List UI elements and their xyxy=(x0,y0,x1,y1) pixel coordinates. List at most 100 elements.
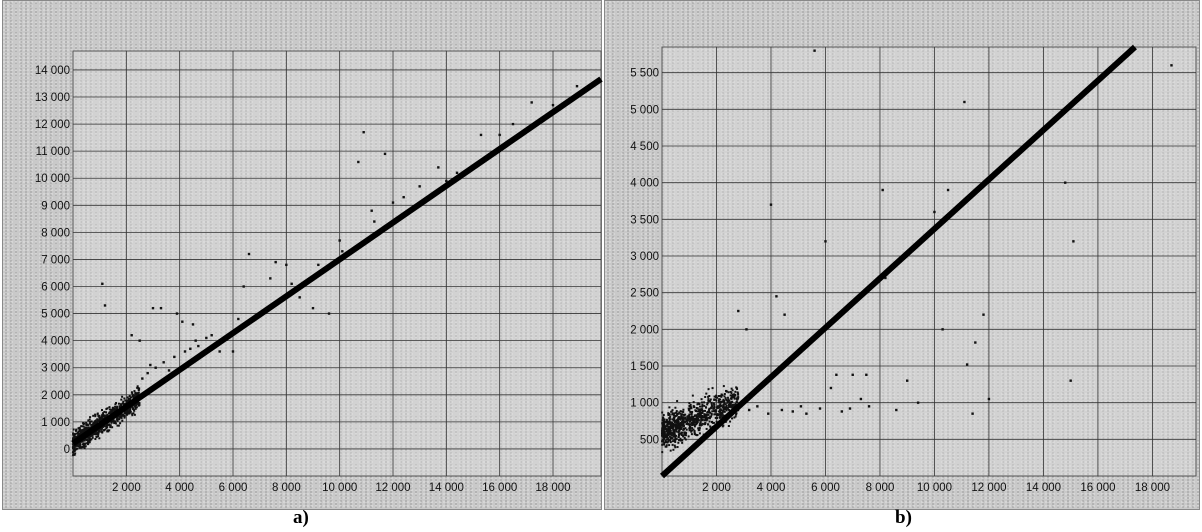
data-point xyxy=(718,413,721,416)
data-point xyxy=(675,434,678,437)
data-point xyxy=(90,433,93,436)
data-point xyxy=(73,448,76,451)
data-point xyxy=(703,419,706,422)
data-point xyxy=(113,422,116,425)
data-point xyxy=(106,407,109,410)
data-point xyxy=(667,413,670,416)
data-point xyxy=(116,424,119,427)
x-tick-label: 2 000 xyxy=(702,482,731,494)
data-point xyxy=(79,446,82,449)
data-point xyxy=(783,313,786,316)
data-point xyxy=(189,347,192,350)
data-point xyxy=(735,412,738,415)
data-point xyxy=(72,450,75,453)
data-point xyxy=(338,239,341,242)
data-point xyxy=(81,443,84,446)
data-point xyxy=(131,414,134,417)
data-point xyxy=(159,306,163,310)
data-point xyxy=(123,397,126,400)
y-tick-label: 5 000 xyxy=(630,104,659,116)
data-point xyxy=(717,399,720,402)
data-point xyxy=(661,421,664,424)
data-point xyxy=(96,413,99,416)
data-point xyxy=(686,421,689,424)
data-point xyxy=(183,350,187,353)
data-point xyxy=(715,399,718,402)
data-point xyxy=(731,417,734,420)
data-point xyxy=(727,425,730,428)
data-point xyxy=(685,418,688,421)
data-point xyxy=(701,405,704,408)
data-point xyxy=(722,404,725,407)
data-point xyxy=(101,282,104,286)
data-point xyxy=(708,420,711,423)
data-point xyxy=(698,427,701,430)
data-point xyxy=(704,422,707,425)
data-point xyxy=(695,420,698,423)
data-point xyxy=(134,403,137,406)
data-point xyxy=(680,426,683,429)
data-point xyxy=(82,429,85,432)
data-point xyxy=(108,411,111,414)
data-point xyxy=(383,152,387,156)
data-point xyxy=(720,411,723,414)
x-tick-label: 14 000 xyxy=(1026,482,1061,494)
data-point xyxy=(727,399,730,402)
data-point xyxy=(77,427,80,430)
data-point xyxy=(129,397,132,400)
y-tick-label: 2 500 xyxy=(630,288,659,300)
data-point xyxy=(721,406,724,409)
data-point xyxy=(661,431,664,434)
data-point xyxy=(108,408,111,411)
data-point xyxy=(95,436,98,439)
data-point xyxy=(437,166,440,169)
data-point xyxy=(884,276,887,280)
data-point xyxy=(692,416,695,419)
data-point xyxy=(118,414,121,417)
data-point xyxy=(710,402,713,405)
data-point xyxy=(115,401,118,404)
data-point xyxy=(717,395,720,398)
chart-panel-a: 2 000 4 000 6 000 8 000 10 000 12 000 14 000 16… xyxy=(2,0,603,510)
data-point xyxy=(129,410,132,413)
data-point xyxy=(669,437,672,440)
data-point xyxy=(712,410,715,413)
data-point xyxy=(696,403,699,406)
data-point xyxy=(719,408,722,411)
data-point xyxy=(668,432,671,435)
data-point xyxy=(1072,240,1075,243)
data-point xyxy=(137,388,140,391)
data-point xyxy=(694,421,697,424)
data-point xyxy=(672,414,675,417)
data-point xyxy=(102,412,105,415)
y-tick-label: 10 000 xyxy=(35,173,70,185)
data-point xyxy=(76,444,79,447)
data-point xyxy=(119,416,122,419)
data-point xyxy=(290,282,293,286)
data-point xyxy=(357,160,360,164)
data-point xyxy=(677,436,680,439)
data-point xyxy=(848,407,852,410)
data-point xyxy=(694,410,697,413)
data-point xyxy=(693,415,696,418)
data-point xyxy=(662,417,665,420)
data-point xyxy=(677,441,680,444)
data-point xyxy=(693,425,696,428)
plot-area xyxy=(661,46,1197,477)
data-point xyxy=(327,312,331,315)
data-point xyxy=(736,387,739,390)
data-point xyxy=(551,103,555,107)
data-point xyxy=(859,397,863,401)
data-point xyxy=(681,439,684,442)
data-point xyxy=(111,407,114,410)
x-tick-label: 8 000 xyxy=(272,482,301,494)
data-point xyxy=(116,419,119,422)
data-point xyxy=(90,423,93,426)
data-point xyxy=(671,424,674,427)
data-point xyxy=(667,427,670,430)
data-point xyxy=(78,441,81,444)
data-point xyxy=(668,418,671,421)
data-point xyxy=(723,395,726,398)
data-point xyxy=(132,396,135,399)
data-point xyxy=(734,390,737,393)
